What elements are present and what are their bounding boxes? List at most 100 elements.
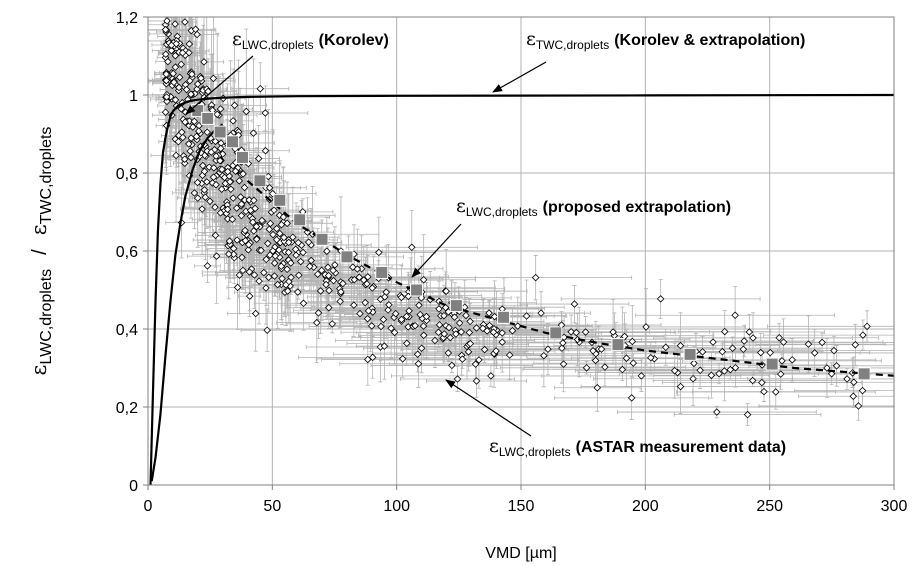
measurement-point [198, 205, 206, 213]
binned-mean-square [449, 299, 463, 313]
measurement-point [284, 248, 293, 257]
measurement-point [471, 360, 480, 368]
measurement-point [167, 46, 176, 55]
measurement-point [270, 259, 279, 267]
measurement-point [163, 17, 171, 25]
y-axis-title-symbol-2: ε [27, 224, 51, 235]
measurement-point [453, 375, 462, 383]
y-axis-title-symbol-1: ε [27, 365, 51, 376]
measurement-point [356, 309, 364, 318]
measurement-point [237, 200, 246, 208]
measurement-point [262, 255, 270, 264]
y-tick-label: 0,6 [116, 244, 138, 261]
measurement-point [446, 333, 455, 342]
measurement-point [313, 318, 321, 327]
measurement-point [522, 312, 531, 320]
measurement-point [250, 271, 259, 279]
measurement-point [249, 129, 258, 137]
measurement-point [440, 330, 449, 338]
measurement-point [361, 298, 369, 307]
measurement-point [531, 273, 540, 282]
measurement-point [229, 117, 237, 125]
measurement-point [328, 320, 337, 328]
measurement-point [581, 328, 590, 336]
measurement-point [241, 236, 250, 245]
measurement-point [391, 309, 400, 318]
measurement-point [271, 252, 280, 260]
measurement-point [778, 357, 786, 365]
measurement-point [647, 353, 655, 362]
measurement-point [181, 18, 189, 26]
measurement-point [207, 148, 216, 156]
measurement-point [756, 348, 765, 357]
measurement-point [458, 355, 467, 363]
measurement-point [278, 274, 286, 283]
measurement-point [187, 153, 195, 162]
measurement-point [193, 194, 202, 202]
measurement-point [364, 307, 373, 315]
measurement-point [169, 69, 177, 78]
measurement-point [827, 370, 836, 378]
binned-mean-square [765, 357, 779, 371]
y-axis-title: εLWC,droplets/εTWC,droplets [27, 127, 55, 376]
measurement-point [749, 334, 757, 342]
measurement-point [211, 203, 219, 211]
arrow-korolev [185, 55, 254, 115]
svg-text:εLWC,droplets(proposed extrapo: εLWC,droplets (proposed extrapolation) [456, 195, 731, 219]
measurement-point [314, 309, 323, 317]
measurement-point [540, 351, 548, 360]
measurement-point [250, 196, 258, 205]
measurement-point [185, 140, 193, 148]
measurement-point [193, 178, 202, 187]
measurement-point [498, 338, 507, 346]
measurement-point [779, 338, 788, 346]
measurement-point [206, 197, 214, 206]
measurement-point [662, 343, 670, 352]
measurement-point [264, 239, 272, 248]
x-tick-label: 50 [263, 498, 281, 515]
measurement-point [190, 189, 199, 197]
measurement-point [291, 245, 300, 254]
measurement-point [465, 328, 474, 337]
measurement-point [287, 259, 295, 267]
measurement-point [299, 248, 307, 257]
measurement-point [480, 345, 489, 354]
measurement-point [181, 159, 189, 167]
measurement-point [193, 80, 202, 88]
binned-mean-square [213, 125, 227, 139]
measurement-point [359, 276, 368, 284]
measurement-point [175, 83, 183, 92]
measurement-point [485, 321, 494, 330]
measurement-point [775, 333, 783, 342]
measurement-point [244, 240, 253, 249]
measurement-point [766, 348, 774, 357]
measurement-point [415, 301, 423, 310]
x-tick-label: 300 [881, 498, 908, 515]
measurement-point [367, 322, 376, 330]
binned-mean-points [191, 104, 871, 381]
measurement-point [171, 96, 180, 104]
measurement-point [322, 280, 330, 289]
measurement-point [263, 326, 271, 334]
measurement-point [618, 365, 627, 374]
measurement-point [622, 354, 631, 362]
measurement-point [375, 248, 383, 257]
x-axis-title: VMD [µm] [485, 545, 556, 562]
y-axis-title-sub-1: LWC,droplets [38, 269, 55, 365]
measurement-point [275, 246, 283, 254]
measurement-point [450, 313, 459, 321]
measurement-point [419, 275, 428, 284]
measurement-point [193, 85, 201, 93]
measurement-point [217, 185, 226, 193]
measurement-point [323, 247, 331, 255]
binned-mean-square [253, 174, 267, 188]
measurement-point [233, 236, 241, 244]
measurement-point [804, 340, 813, 348]
measurement-point [788, 356, 796, 364]
measurement-point [431, 336, 439, 345]
measurement-point [385, 301, 393, 309]
measurement-point [731, 311, 739, 319]
measurement-point [850, 378, 858, 386]
measurement-point [740, 337, 748, 345]
measurement-point [304, 238, 313, 246]
